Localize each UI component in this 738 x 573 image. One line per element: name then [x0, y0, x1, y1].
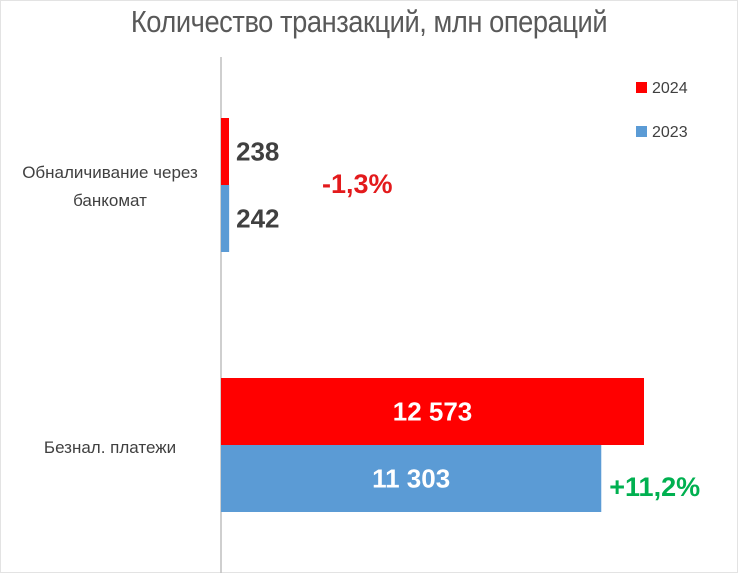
- data-label-2023: 11 303: [372, 464, 450, 494]
- change-annotation: +11,2%: [609, 472, 700, 502]
- bar-2023: [221, 445, 602, 512]
- data-label-2024: 12 573: [393, 397, 473, 427]
- category-label: банкомат: [73, 191, 147, 210]
- legend-swatch-2024: [636, 82, 647, 93]
- legend-swatch-2023: [636, 126, 647, 137]
- data-label-2023: 242: [236, 204, 279, 234]
- change-annotation: -1,3%: [322, 169, 393, 199]
- legend-label-2024: 2024: [652, 80, 688, 97]
- bar-2024: [221, 118, 230, 185]
- bar-2023: [221, 185, 230, 252]
- category-label: Безнал. платежи: [44, 438, 176, 457]
- legend-label-2023: 2023: [652, 124, 688, 141]
- category-label: Обналичивание через: [22, 163, 198, 182]
- chart-title: Количество транзакций, млн операций: [130, 4, 608, 39]
- data-label-2024: 238: [236, 137, 279, 167]
- bar-2024: [221, 378, 644, 445]
